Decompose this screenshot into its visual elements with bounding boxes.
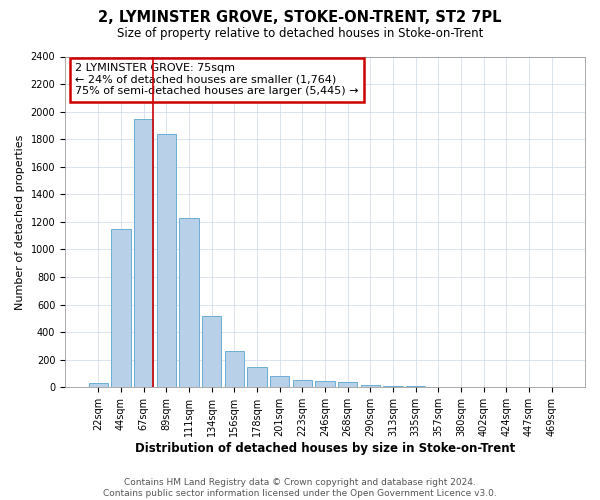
Bar <box>202 316 221 388</box>
Bar <box>134 118 153 388</box>
Bar <box>361 386 380 388</box>
X-axis label: Distribution of detached houses by size in Stoke-on-Trent: Distribution of detached houses by size … <box>135 442 515 455</box>
Text: Size of property relative to detached houses in Stoke-on-Trent: Size of property relative to detached ho… <box>117 28 483 40</box>
Bar <box>406 386 425 388</box>
Text: 2 LYMINSTER GROVE: 75sqm
← 24% of detached houses are smaller (1,764)
75% of sem: 2 LYMINSTER GROVE: 75sqm ← 24% of detach… <box>76 63 359 96</box>
Text: Contains HM Land Registry data © Crown copyright and database right 2024.
Contai: Contains HM Land Registry data © Crown c… <box>103 478 497 498</box>
Bar <box>270 376 289 388</box>
Bar <box>451 386 470 388</box>
Bar <box>89 383 108 388</box>
Bar <box>429 386 448 388</box>
Bar <box>179 218 199 388</box>
Bar <box>224 351 244 388</box>
Bar <box>338 382 358 388</box>
Bar <box>293 380 312 388</box>
Bar <box>247 366 266 388</box>
Bar <box>112 229 131 388</box>
Bar <box>474 386 493 388</box>
Y-axis label: Number of detached properties: Number of detached properties <box>15 134 25 310</box>
Text: 2, LYMINSTER GROVE, STOKE-ON-TRENT, ST2 7PL: 2, LYMINSTER GROVE, STOKE-ON-TRENT, ST2 … <box>98 10 502 25</box>
Bar <box>316 381 335 388</box>
Bar <box>542 386 562 388</box>
Bar <box>383 386 403 388</box>
Bar <box>157 134 176 388</box>
Bar <box>520 386 539 388</box>
Bar <box>497 386 516 388</box>
